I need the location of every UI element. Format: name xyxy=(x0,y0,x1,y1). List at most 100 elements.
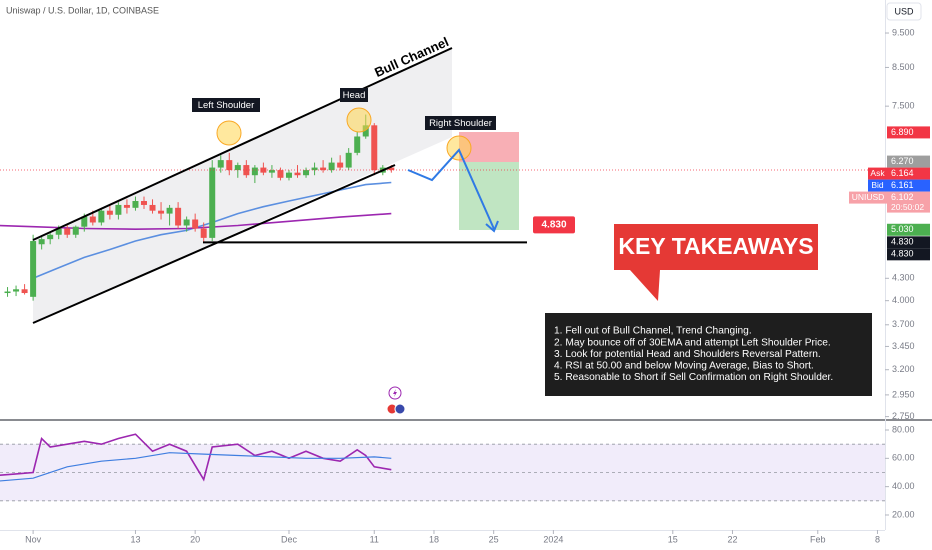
price-badge-label: 6.164 xyxy=(891,168,914,178)
candle-body xyxy=(38,239,45,245)
candle-body xyxy=(183,219,190,226)
label-box xyxy=(340,88,368,102)
badge-name: Bid xyxy=(871,180,884,190)
head-marker xyxy=(346,107,372,133)
x-tick-label: 13 xyxy=(130,534,140,544)
price-badge xyxy=(887,248,930,261)
x-tick-label: 25 xyxy=(489,534,499,544)
rsi-tick-label: 80.00 xyxy=(892,424,915,434)
badge-name: Ask xyxy=(870,168,885,178)
price-badge-label: 6.890 xyxy=(891,127,914,137)
channel-lower xyxy=(32,164,396,324)
price-badge xyxy=(887,223,930,236)
badge-name: UNIUSD xyxy=(852,192,885,202)
candle-body xyxy=(166,207,173,214)
event-icon xyxy=(388,386,402,400)
takeaway-item: 1. Fell out of Bull Channel, Trend Chang… xyxy=(554,326,752,337)
candle-body xyxy=(89,216,96,223)
rsi-tick-label: 20.00 xyxy=(892,509,915,519)
candle-body xyxy=(192,219,199,229)
candle-body xyxy=(285,172,292,178)
candle-body xyxy=(251,167,258,176)
candle-body xyxy=(21,289,28,294)
x-tick-label: Dec xyxy=(281,534,298,544)
x-tick-label: 8 xyxy=(875,534,880,544)
candle-body xyxy=(47,234,54,240)
y-tick-label: 4.300 xyxy=(892,273,915,283)
y-tick-label: 3.200 xyxy=(892,364,915,374)
candle-body xyxy=(115,204,122,215)
y-tick-label: 7.500 xyxy=(892,101,915,111)
head-label: Head xyxy=(343,90,366,101)
price-badge xyxy=(887,155,930,168)
x-tick-label: 22 xyxy=(727,534,737,544)
candle-body xyxy=(123,204,130,208)
left-shoulder-label: Left Shoulder xyxy=(198,100,255,111)
candle-body xyxy=(64,228,71,235)
takeaway-item: 4. RSI at 50.00 and below Moving Average… xyxy=(554,360,814,371)
takeaway-box xyxy=(545,313,872,396)
candle-body xyxy=(268,170,275,173)
y-tick-label: 4.000 xyxy=(892,295,915,305)
candle-body xyxy=(217,160,224,168)
price-badge-label: 4.830 xyxy=(891,237,914,247)
price-badge xyxy=(887,191,930,204)
candle-body xyxy=(4,291,11,294)
candle-body xyxy=(260,167,267,173)
y-tick-label: 2.750 xyxy=(892,411,915,421)
candle-body xyxy=(294,172,301,176)
candle-body xyxy=(81,216,88,227)
shoulder-marker xyxy=(446,135,472,161)
y-tick-label: 3.700 xyxy=(892,319,915,329)
support-badge xyxy=(533,216,575,234)
x-tick-label: Nov xyxy=(25,534,42,544)
candle-body xyxy=(98,210,105,223)
right-shoulder-label: Right Shoulder xyxy=(429,118,492,129)
candle-body xyxy=(226,160,233,171)
chart-title: Uniswap / U.S. Dollar, 1D, COINBASE xyxy=(6,5,159,15)
candle-body xyxy=(362,125,369,137)
y-tick-label: 2.950 xyxy=(892,389,915,399)
candle-body xyxy=(175,207,182,226)
candle-body xyxy=(140,201,147,205)
price-badge-label: 6.102 xyxy=(891,192,914,202)
price-badge-label: 6.270 xyxy=(891,156,914,166)
rsi-line xyxy=(0,433,392,482)
badge-name-box xyxy=(849,191,887,204)
flag-icon xyxy=(394,403,406,415)
x-tick-label: Feb xyxy=(810,534,826,544)
candle-body xyxy=(277,170,284,178)
currency-button[interactable] xyxy=(886,2,922,21)
candle-body xyxy=(371,125,378,171)
y-tick-label: 8.500 xyxy=(892,62,915,72)
x-tick-label: 2024 xyxy=(543,534,563,544)
candle-body xyxy=(337,162,344,168)
price-badge xyxy=(887,167,930,180)
price-badge-label: 4.830 xyxy=(891,249,914,259)
candle-body xyxy=(234,165,241,171)
candle-body xyxy=(328,162,335,171)
x-tick-label: 20 xyxy=(190,534,200,544)
candle-body xyxy=(13,289,20,292)
price-badge-label: 6.161 xyxy=(891,180,914,190)
badge-time: 20:50:02 xyxy=(891,202,924,212)
price-badge xyxy=(887,179,930,192)
takeaway-banner xyxy=(614,224,818,270)
candle-body xyxy=(311,167,318,171)
banner-pointer xyxy=(630,270,660,301)
rsi-line xyxy=(0,452,392,482)
candle-body xyxy=(200,228,207,238)
candle-body xyxy=(388,167,395,171)
support-label: 4.830 xyxy=(541,219,566,230)
currency[interactable]: USD xyxy=(894,6,914,16)
projection-arrow xyxy=(407,148,495,230)
badge-name-box xyxy=(868,167,887,180)
rsi-tick-label: 60.00 xyxy=(892,453,915,463)
candle-body xyxy=(345,152,352,168)
x-tick-label: 18 xyxy=(429,534,439,544)
candle-body xyxy=(209,167,216,238)
price-badge-label: 5.030 xyxy=(891,224,914,234)
takeaway-item: 5. Reasonable to Short if Sell Confirmat… xyxy=(554,372,833,383)
candle-body xyxy=(132,201,139,208)
candle-body xyxy=(354,136,361,153)
